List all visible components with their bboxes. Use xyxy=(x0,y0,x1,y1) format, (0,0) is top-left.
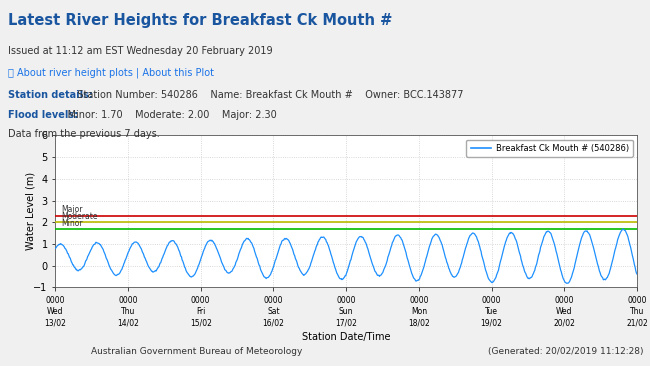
Text: Station Number: 540286    Name: Breakfast Ck Mouth #    Owner: BCC.143877: Station Number: 540286 Name: Breakfast C… xyxy=(68,90,463,100)
Y-axis label: Water Level (m): Water Level (m) xyxy=(25,172,36,250)
Legend: Breakfast Ck Mouth # (540286): Breakfast Ck Mouth # (540286) xyxy=(467,139,633,157)
Text: Minor: 1.70    Moderate: 2.00    Major: 2.30: Minor: 1.70 Moderate: 2.00 Major: 2.30 xyxy=(55,110,277,120)
X-axis label: Station Date/Time: Station Date/Time xyxy=(302,332,391,342)
Text: Minor: Minor xyxy=(61,219,83,228)
Text: Australian Government Bureau of Meteorology: Australian Government Bureau of Meteorol… xyxy=(91,347,302,356)
Text: Flood levels:: Flood levels: xyxy=(8,110,78,120)
Text: Latest River Heights for Breakfast Ck Mouth #: Latest River Heights for Breakfast Ck Mo… xyxy=(8,13,392,28)
Text: Data from the previous 7 days.: Data from the previous 7 days. xyxy=(8,129,159,139)
Text: (Generated: 20/02/2019 11:12:28): (Generated: 20/02/2019 11:12:28) xyxy=(488,347,644,356)
Text: Station details:: Station details: xyxy=(8,90,93,100)
Text: Moderate: Moderate xyxy=(61,212,98,221)
Text: Issued at 11:12 am EST Wednesday 20 February 2019: Issued at 11:12 am EST Wednesday 20 Febr… xyxy=(8,46,272,56)
Text: Major: Major xyxy=(61,205,83,214)
Text: ⓘ About river height plots | About this Plot: ⓘ About river height plots | About this … xyxy=(8,68,214,78)
